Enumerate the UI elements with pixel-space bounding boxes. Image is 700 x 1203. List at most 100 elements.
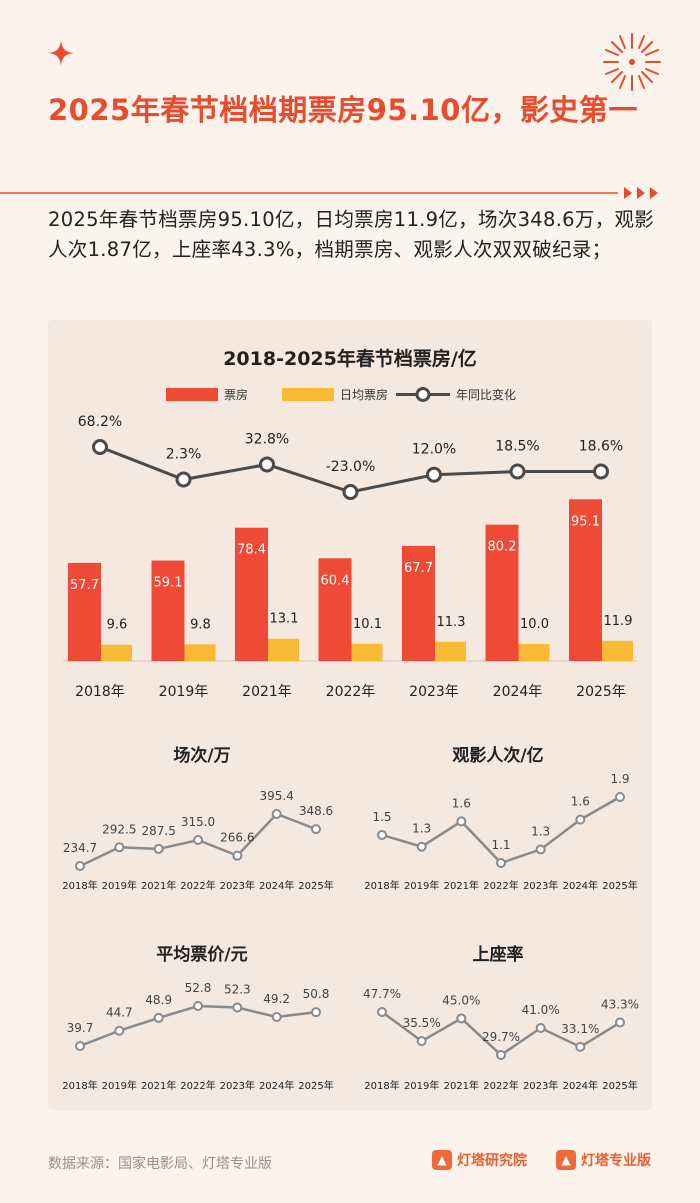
small-chart-point: [75, 1041, 85, 1051]
small-chart-point: [456, 816, 467, 827]
yoy-point: [92, 439, 108, 455]
logo-label: 灯塔专业版: [581, 1153, 651, 1169]
bar-label-daily: 13.1: [270, 612, 299, 627]
chart-panel: 2018-2025年春节档票房/亿 票房 日均票房 年同比变化 57.7 9.6 2018年…: [48, 320, 652, 1110]
small-chart-tick: 2018年: [62, 879, 97, 892]
small-chart-tick: 2024年: [563, 879, 598, 892]
small-chart-tick: 2023年: [220, 879, 255, 892]
bar-label-daily: 10.1: [353, 617, 382, 632]
bar-label-box-office: 57.7: [70, 578, 99, 593]
yoy-label: 18.6%: [579, 438, 623, 454]
small-chart-label: 52.8: [185, 981, 212, 995]
bar-box-office: [569, 499, 602, 661]
small-chart-point: [153, 1012, 164, 1023]
bar-label-daily: 11.3: [437, 615, 466, 630]
x-tick-label: 2018年: [75, 684, 125, 700]
small-chart-point: [271, 809, 282, 819]
small-chart-tick: 2025年: [298, 1079, 333, 1092]
small-chart-point: [615, 1017, 625, 1028]
bar-label-box-office: 95.1: [571, 514, 600, 529]
firework-icon: [603, 33, 661, 91]
small-chart-tick: 2019年: [404, 879, 439, 892]
yoy-label: -23.0%: [326, 459, 376, 475]
small-chart-label: 1.3: [531, 824, 550, 838]
bar-box-office: [151, 560, 185, 661]
small-chart-label: 47.7%: [363, 987, 401, 1001]
small-chart-point: [496, 1050, 506, 1060]
small-chart-label: 39.7: [67, 1021, 94, 1035]
bar-label-box-office: 59.1: [154, 576, 183, 591]
bar-label-daily: 9.8: [190, 617, 211, 632]
small-chart-tick: 2021年: [141, 879, 176, 892]
yoy-label: 18.5%: [495, 439, 539, 455]
legend-label-yoy: 年同比变化: [456, 387, 516, 402]
small-chart-point: [193, 1001, 203, 1011]
small-chart-label: 1.1: [491, 838, 510, 852]
small-chart-label: 1.5: [372, 810, 391, 824]
divider-arrows: [0, 187, 658, 199]
small-chart-label: 35.5%: [403, 1016, 441, 1030]
yoy-point: [175, 471, 192, 488]
sparkle-icon: [48, 40, 74, 66]
bar-daily: [351, 643, 383, 661]
small-chart-label: 315.0: [181, 815, 215, 829]
small-chart-label: 1.6: [452, 796, 471, 810]
small-chart-title: 观影人次/亿: [451, 745, 543, 766]
small-chart-label: 33.1%: [561, 1022, 599, 1036]
small-chart-label: 266.6: [220, 831, 254, 845]
small-chart-tick: 2025年: [298, 879, 333, 892]
small-chart-tick: 2023年: [523, 1079, 558, 1092]
small-chart-point: [416, 841, 427, 852]
small-chart-point: [575, 814, 586, 825]
small-chart-tick: 2019年: [102, 879, 137, 892]
small-chart-point: [496, 858, 506, 868]
lighthouse-icon: ▲: [432, 1150, 452, 1170]
small-chart-title: 上座率: [473, 944, 524, 965]
legend-marker-yoy: [415, 387, 431, 402]
small-chart-tick: 2022年: [180, 879, 215, 892]
small-chart-label: 43.3%: [601, 998, 639, 1012]
logo-dengta-pro: ▲ 灯塔专业版: [556, 1150, 651, 1170]
small-chart-label: 395.4: [259, 789, 293, 803]
small-chart-title: 平均票价/元: [156, 944, 247, 965]
bar-box-office: [68, 562, 101, 661]
small-chart-label: 1.6: [571, 795, 590, 809]
small-chart-point: [232, 1002, 243, 1013]
small-chart-point: [271, 1011, 282, 1022]
x-tick-label: 2019年: [159, 684, 209, 700]
charts-svg: 2018-2025年春节档票房/亿票房 日均票房 年同比变化 57.7 9.6 2018年…: [62, 347, 639, 1092]
summary-text: 2025年春节档票房95.10亿，日均票房11.9亿，场次348.6万，观影人次…: [48, 208, 655, 261]
small-chart-tick: 2024年: [563, 1079, 598, 1092]
bar-label-box-office: 67.7: [404, 561, 433, 576]
small-chart-label: 29.7%: [482, 1030, 520, 1044]
legend-label-daily: 日均票房: [340, 387, 388, 402]
x-tick-label: 2024年: [493, 684, 543, 700]
main-chart-title: 2018-2025年春节档票房/亿: [223, 347, 477, 370]
yoy-point: [259, 456, 275, 473]
small-chart-label: 48.9: [145, 993, 172, 1007]
small-chart-label: 49.2: [263, 992, 290, 1006]
small-chart-tick: 2023年: [523, 879, 558, 892]
bar-label-box-office: 78.4: [237, 543, 266, 558]
small-chart-tick: 2023年: [220, 1079, 255, 1092]
bar-daily: [268, 638, 299, 661]
small-chart-label: 287.5: [141, 824, 175, 838]
small-chart-tick: 2025年: [602, 1079, 637, 1092]
small-chart-label: 44.7: [106, 1006, 133, 1020]
legend-label-box: 票房: [224, 387, 248, 402]
bar-daily: [518, 644, 550, 661]
small-chart-label: 50.8: [303, 987, 330, 1001]
small-chart-label: 45.0%: [442, 993, 480, 1007]
bar-daily: [184, 644, 216, 661]
yoy-point: [426, 466, 442, 483]
small-chart-tick: 2022年: [483, 879, 518, 892]
small-chart-tick: 2025年: [602, 879, 637, 892]
yoy-label: 32.8%: [245, 431, 289, 447]
small-chart-tick: 2019年: [404, 1079, 439, 1092]
small-chart-label: 1.3: [412, 822, 431, 836]
small-chart-point: [193, 835, 203, 846]
bar-label-daily: 11.9: [604, 614, 633, 629]
x-tick-label: 2021年: [242, 684, 292, 700]
bar-daily: [602, 640, 633, 661]
bar-daily: [101, 644, 132, 661]
